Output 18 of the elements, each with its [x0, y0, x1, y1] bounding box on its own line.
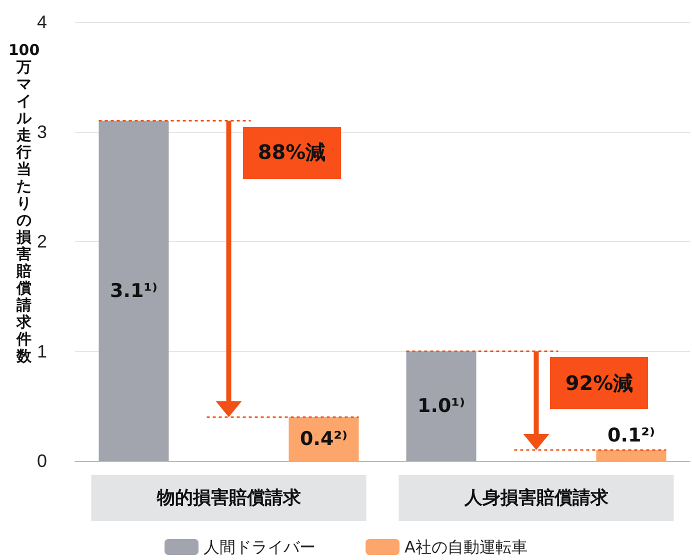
annotation: 88%減 [242, 126, 341, 179]
annotation: 92%減 [550, 357, 648, 410]
bar [406, 351, 476, 461]
y-tick-label: 0 [36, 451, 47, 471]
bar [596, 450, 666, 461]
data-label: 1.0¹⁾ [418, 395, 465, 418]
data-label: 0.1²⁾ [608, 424, 655, 447]
y-tick-label: 4 [36, 12, 47, 32]
data-label: 3.1¹⁾ [110, 280, 158, 302]
data-label: 0.4²⁾ [300, 428, 348, 450]
bar [98, 120, 169, 461]
legend-label: A社の自動運転車 [404, 538, 528, 556]
x-tick-label: 人身損害賠償請求 [463, 488, 610, 508]
y-tick-label: 1 [36, 341, 47, 362]
y-tick-label: 3 [36, 122, 47, 142]
legend-label: 人間ドライバー [204, 538, 316, 556]
y-tick-label: 2 [36, 232, 47, 252]
x-tick-label: 物的損害賠償請求 [156, 488, 302, 508]
